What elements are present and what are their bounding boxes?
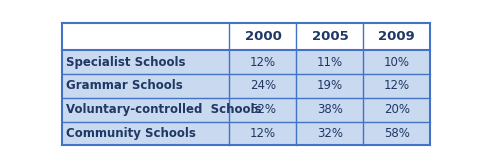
Bar (62, 23, 430, 50)
Text: 20%: 20% (384, 103, 410, 116)
Text: 12%: 12% (250, 127, 276, 140)
Text: 52%: 52% (250, 103, 276, 116)
Bar (62, 74, 430, 98)
Text: Community Schools: Community Schools (66, 127, 196, 140)
Bar (62, 50, 430, 74)
Text: 32%: 32% (317, 127, 343, 140)
Text: 12%: 12% (250, 56, 276, 68)
Text: 38%: 38% (317, 103, 343, 116)
Text: 58%: 58% (384, 127, 410, 140)
Text: 11%: 11% (317, 56, 343, 68)
Text: 10%: 10% (384, 56, 410, 68)
Text: 2009: 2009 (378, 30, 415, 43)
Text: 24%: 24% (250, 79, 276, 92)
Text: Voluntary-controlled  Schools: Voluntary-controlled Schools (66, 103, 262, 116)
Text: 12%: 12% (384, 79, 410, 92)
Text: Specialist Schools: Specialist Schools (66, 56, 186, 68)
Bar (62, 98, 430, 122)
Text: 2005: 2005 (312, 30, 348, 43)
Text: Grammar Schools: Grammar Schools (66, 79, 183, 92)
Text: 19%: 19% (317, 79, 343, 92)
Text: 2000: 2000 (244, 30, 281, 43)
Bar (62, 122, 430, 145)
